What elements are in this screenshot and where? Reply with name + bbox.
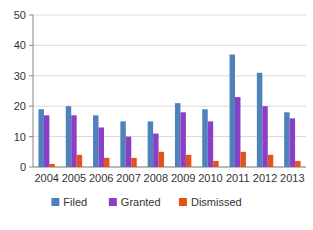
bar xyxy=(71,115,76,167)
y-tick-label: 30 xyxy=(14,70,26,82)
bar xyxy=(284,112,289,167)
x-tick-label: 2013 xyxy=(280,172,304,184)
bar xyxy=(104,158,109,167)
x-tick-label: 2006 xyxy=(89,172,113,184)
bar xyxy=(290,118,295,167)
y-tick-label: 40 xyxy=(14,39,26,51)
bar xyxy=(175,103,180,167)
legend-swatch xyxy=(51,198,59,206)
y-tick xyxy=(29,15,33,16)
bar xyxy=(235,97,240,167)
grid-line xyxy=(33,15,306,16)
bar xyxy=(240,152,245,167)
bar xyxy=(208,121,213,167)
bar xyxy=(262,106,267,167)
legend-label: Granted xyxy=(121,196,161,208)
x-tick-label: 2005 xyxy=(62,172,86,184)
bar xyxy=(202,109,207,167)
legend-swatch xyxy=(109,198,117,206)
y-tick xyxy=(29,106,33,107)
bar xyxy=(38,109,43,167)
bar xyxy=(186,155,191,167)
bar xyxy=(295,161,300,167)
x-tick-label: 2011 xyxy=(226,172,250,184)
bar xyxy=(153,134,158,167)
y-tick xyxy=(29,45,33,46)
x-tick-label: 2012 xyxy=(253,172,277,184)
bar xyxy=(49,164,54,167)
bar xyxy=(66,106,71,167)
legend-label: Dismissed xyxy=(191,196,242,208)
bar xyxy=(44,115,49,167)
y-tick-label: 10 xyxy=(14,131,26,143)
bar xyxy=(120,121,125,167)
chart: 0 10 20 30 40 50 2004 200520062007 200820092010 2… xyxy=(0,0,313,230)
x-tick-label: 2010 xyxy=(198,172,222,184)
bar xyxy=(213,161,218,167)
legend-swatch xyxy=(179,198,187,206)
bars xyxy=(38,55,300,167)
bar xyxy=(77,155,82,167)
bar xyxy=(148,121,153,167)
x-tick-label: 2007 xyxy=(116,172,140,184)
y-tick xyxy=(29,136,33,137)
x-tick-label: 2004 xyxy=(34,172,58,184)
bar xyxy=(126,137,131,167)
y-tick-label: 50 xyxy=(14,9,26,21)
legend-label: Filed xyxy=(63,196,87,208)
y-tick xyxy=(29,75,33,76)
y-tick-label: 20 xyxy=(14,100,26,112)
y-tick xyxy=(29,167,33,168)
bar xyxy=(159,152,164,167)
x-tick-label: 2008 xyxy=(144,172,168,184)
grid-line xyxy=(33,75,306,76)
y-tick-label: 0 xyxy=(20,161,26,173)
bar xyxy=(230,55,235,167)
y-axis xyxy=(33,15,34,167)
bar xyxy=(99,127,104,167)
bar xyxy=(131,158,136,167)
bar xyxy=(93,115,98,167)
grid-line xyxy=(33,45,306,46)
bar xyxy=(180,112,185,167)
bar xyxy=(257,73,262,167)
bar xyxy=(268,155,273,167)
legend: Filed Granted Dismissed xyxy=(51,196,241,208)
x-tick-label: 2009 xyxy=(171,172,195,184)
